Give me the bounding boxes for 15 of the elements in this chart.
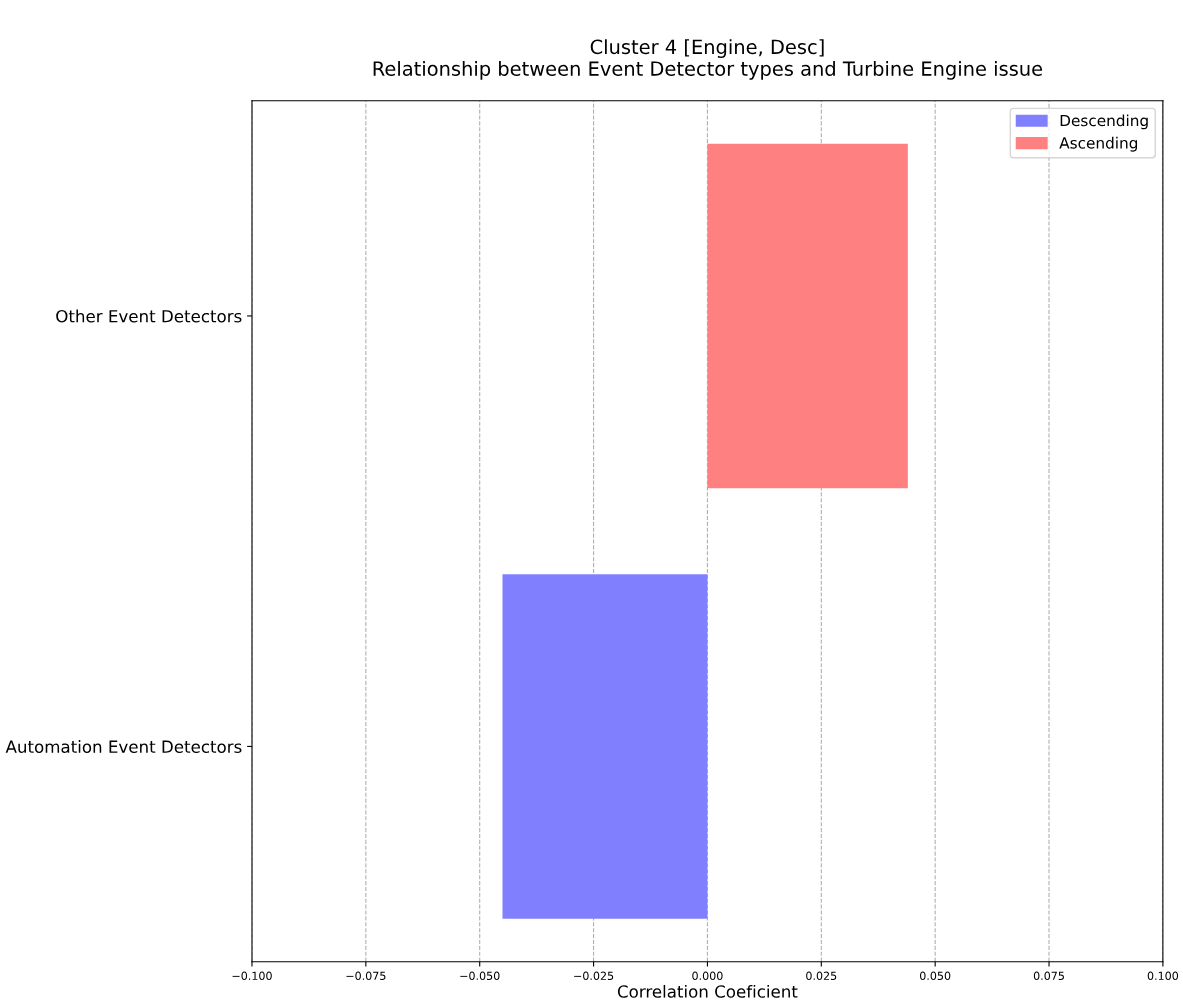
x-tick-label: 0.100 — [1147, 971, 1179, 981]
y-tick-label: Automation Event Detectors — [5, 740, 242, 754]
legend-label: Ascending — [1059, 136, 1138, 152]
x-tick-label: −0.075 — [346, 971, 386, 981]
x-tick-label: 0.000 — [692, 971, 723, 981]
x-tick-label: 0.050 — [919, 971, 951, 981]
x-tick-label: −0.025 — [574, 971, 614, 981]
x-tick-label: −0.100 — [232, 971, 272, 981]
x-tick-label: 0.025 — [806, 971, 837, 981]
x-tick-label: −0.050 — [460, 971, 500, 981]
x-tick-label: 0.075 — [1033, 971, 1064, 981]
chart-title: Cluster 4 [Engine, Desc] Relationship between Event Detector types and Turbine Engine issue — [373, 39, 1043, 80]
legend-label: Descending — [1060, 114, 1148, 130]
y-tick-label: Other Event Detectors — [56, 309, 242, 323]
x-axis-title: Correlation Coeficient — [617, 984, 798, 998]
